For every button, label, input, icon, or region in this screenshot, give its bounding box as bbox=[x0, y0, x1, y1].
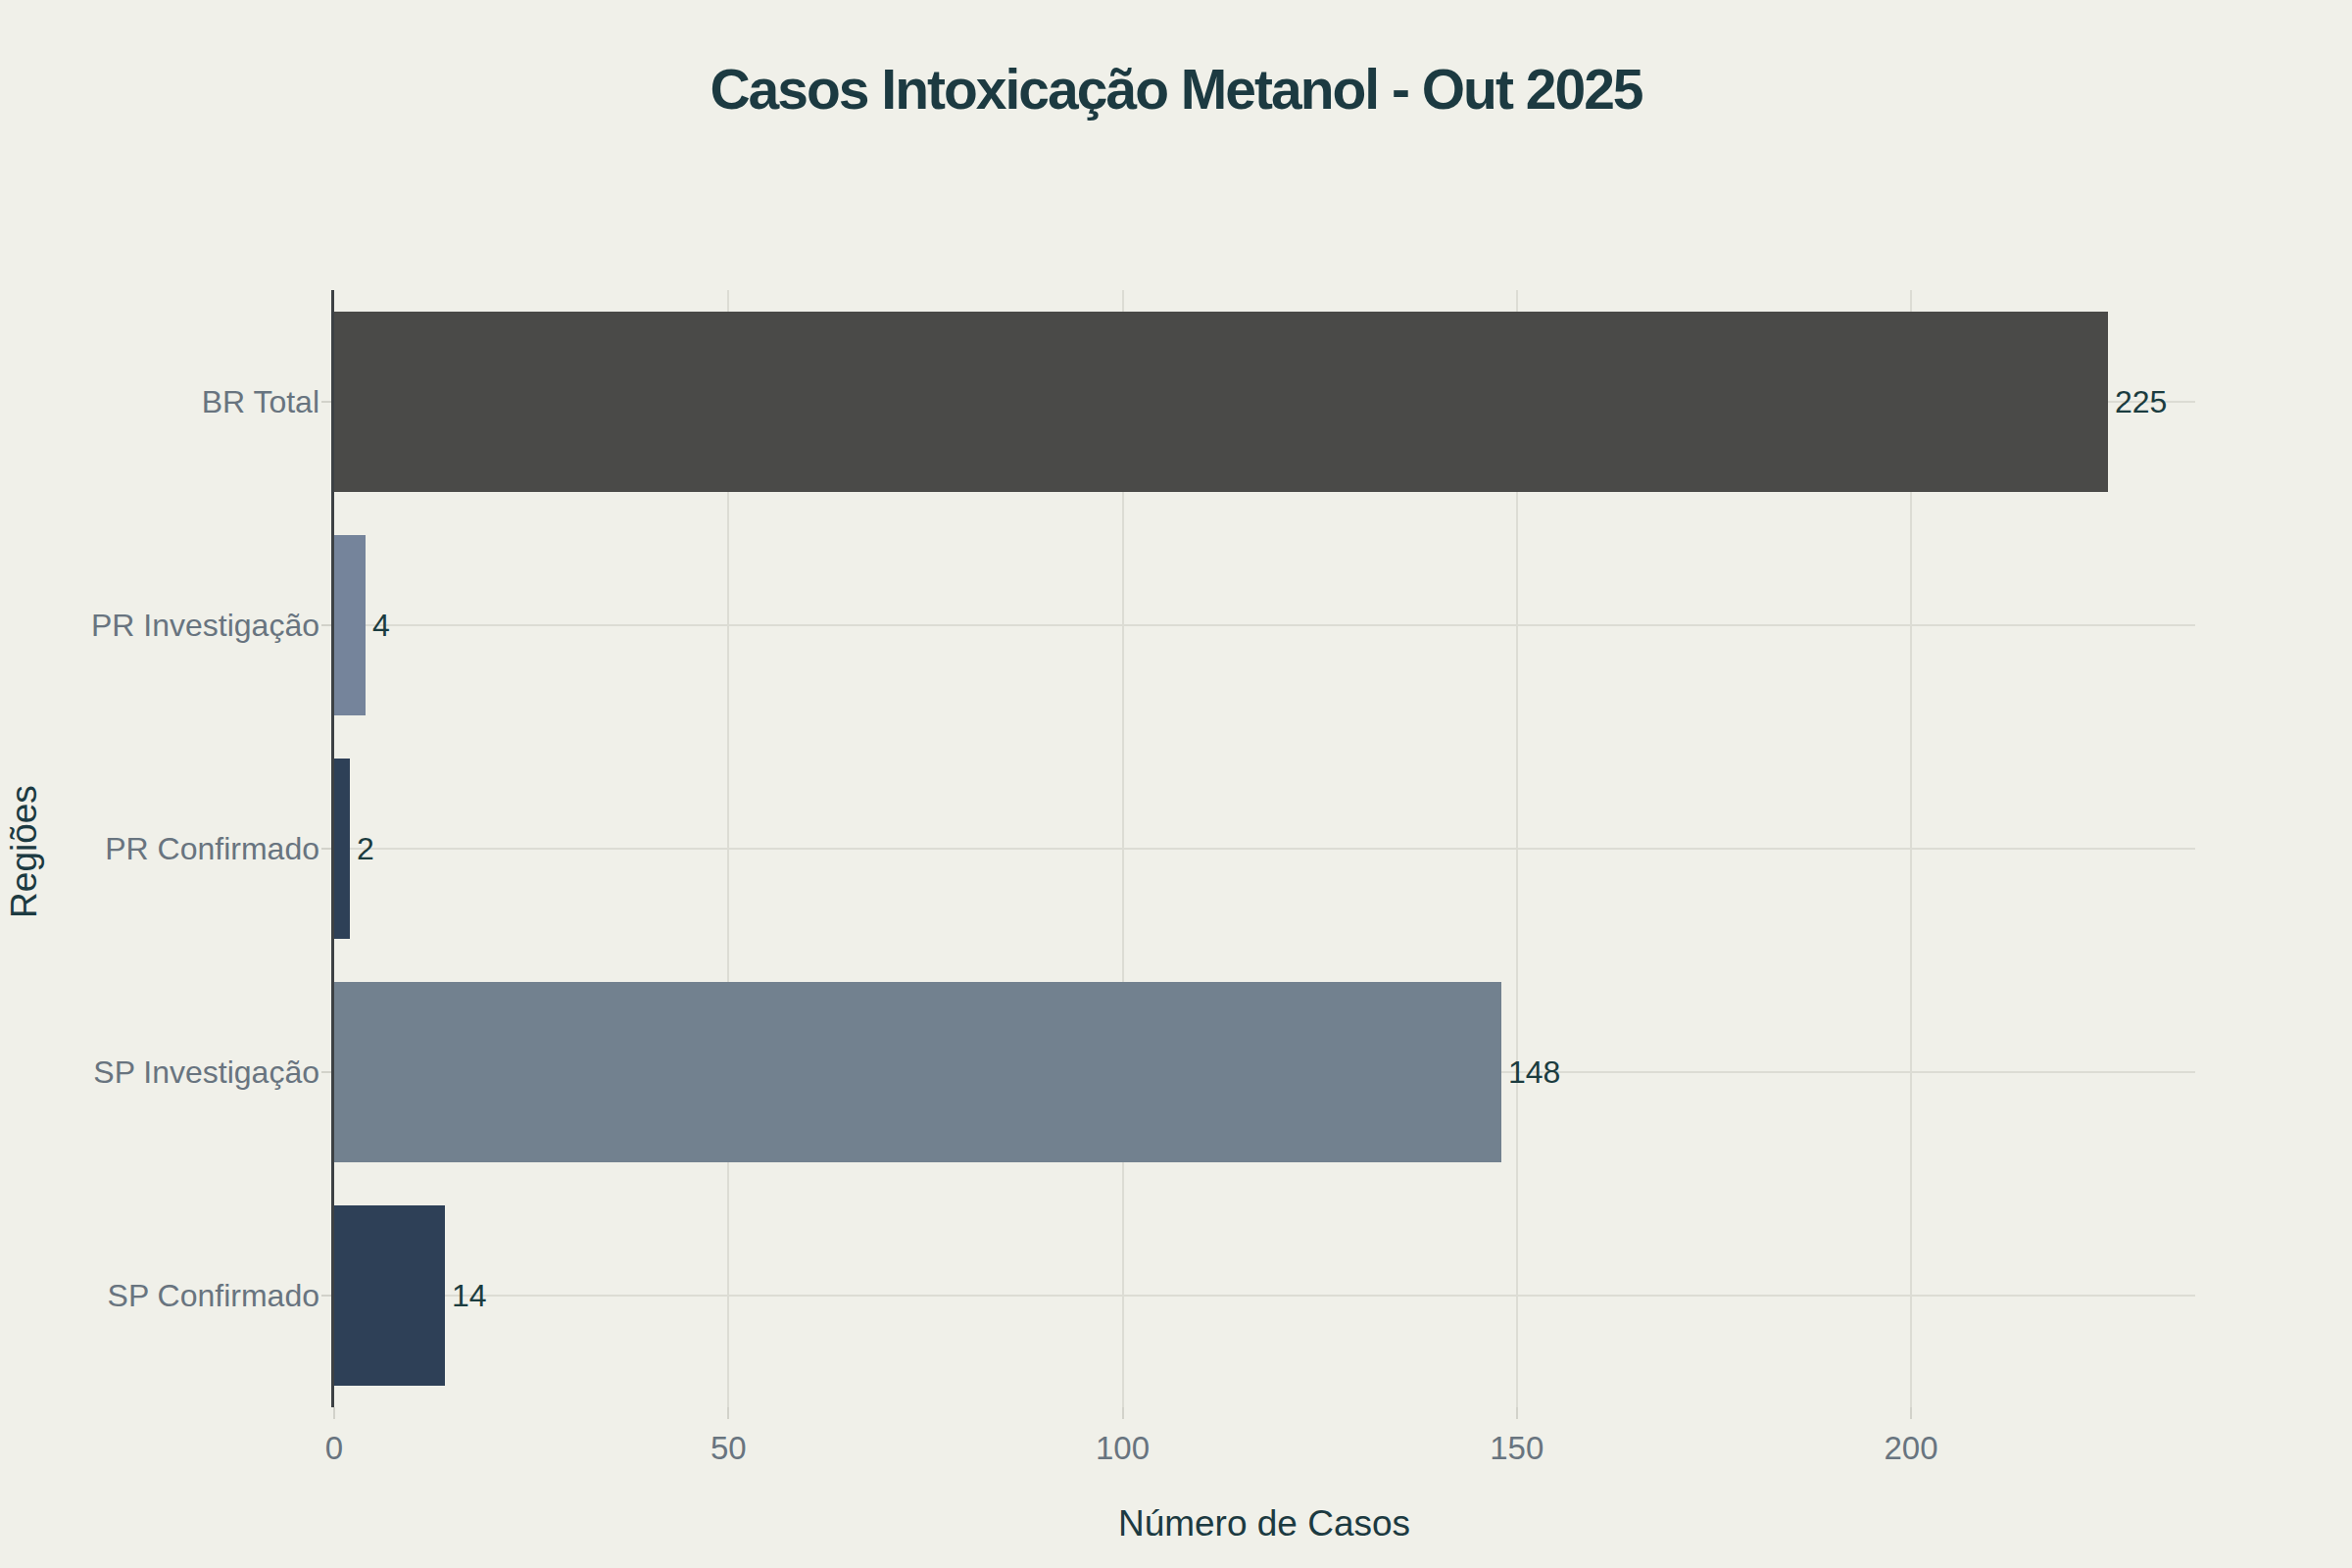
y-category-label: SP Investigação bbox=[6, 1053, 319, 1092]
x-tick-label: 150 bbox=[1458, 1429, 1576, 1468]
y-tick-mark bbox=[321, 1071, 331, 1073]
bar-value-label: 2 bbox=[357, 829, 374, 868]
bar-br-total[interactable] bbox=[334, 312, 2108, 492]
bar-sp-confirmado[interactable] bbox=[334, 1205, 445, 1386]
x-tick-label: 50 bbox=[669, 1429, 787, 1468]
x-tick-mark bbox=[1516, 1407, 1518, 1419]
y-tick-mark bbox=[321, 401, 331, 403]
x-tick-label: 100 bbox=[1064, 1429, 1182, 1468]
x-tick-label: 200 bbox=[1852, 1429, 1970, 1468]
y-gridline bbox=[334, 1295, 2195, 1297]
y-category-label: SP Confirmado bbox=[6, 1276, 319, 1315]
y-axis-title: Regiões bbox=[4, 680, 45, 1023]
y-gridline bbox=[334, 848, 2195, 850]
x-tick-mark bbox=[333, 1407, 335, 1419]
x-tick-mark bbox=[1910, 1407, 1912, 1419]
bar-pr-investiga-o[interactable] bbox=[334, 535, 366, 715]
y-gridline bbox=[334, 624, 2195, 626]
x-tick-label: 0 bbox=[275, 1429, 393, 1468]
x-tick-mark bbox=[1122, 1407, 1124, 1419]
bar-pr-confirmado[interactable] bbox=[334, 759, 350, 939]
bar-sp-investiga-o[interactable] bbox=[334, 982, 1501, 1162]
y-category-label: PR Investigação bbox=[6, 606, 319, 645]
bar-chart-figure: Casos Intoxicação Metanol - Out 2025 0 50… bbox=[0, 0, 2352, 1568]
y-category-label: PR Confirmado bbox=[6, 829, 319, 868]
bar-value-label: 225 bbox=[2115, 382, 2167, 421]
y-tick-mark bbox=[321, 1295, 331, 1297]
y-category-label: BR Total bbox=[6, 382, 319, 421]
bar-value-label: 4 bbox=[372, 606, 390, 645]
x-tick-mark bbox=[727, 1407, 729, 1419]
chart-title: Casos Intoxicação Metanol - Out 2025 bbox=[0, 57, 2352, 122]
y-tick-mark bbox=[321, 848, 331, 850]
y-tick-mark bbox=[321, 624, 331, 626]
bar-value-label: 148 bbox=[1508, 1053, 1560, 1092]
x-axis-title: Número de Casos bbox=[333, 1503, 2195, 1544]
bar-value-label: 14 bbox=[452, 1276, 487, 1315]
